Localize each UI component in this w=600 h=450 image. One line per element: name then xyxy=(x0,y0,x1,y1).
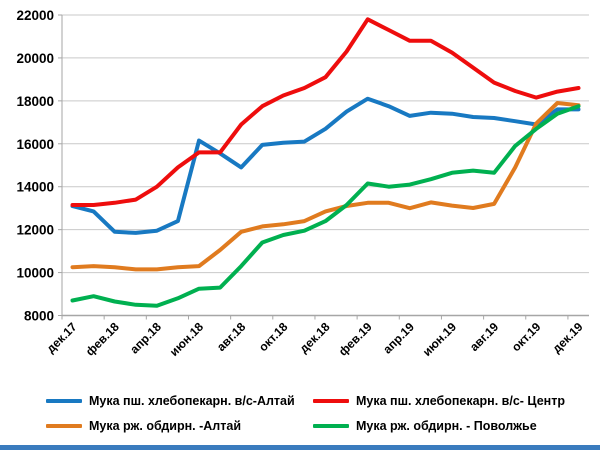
legend-line-swatch xyxy=(46,424,82,428)
x-axis-label: июн.18 xyxy=(167,319,207,359)
bottom-border xyxy=(0,445,600,450)
y-axis-label: 16000 xyxy=(16,137,54,152)
y-axis-label: 20000 xyxy=(16,51,54,66)
x-axis-label: авг.19 xyxy=(467,319,502,354)
x-axis-label: июн.19 xyxy=(420,319,460,359)
legend-line-swatch xyxy=(313,424,349,428)
legend-label: Мука рж. обдирн. -Алтай xyxy=(89,419,242,433)
series-line xyxy=(70,101,581,272)
legend-line-swatch xyxy=(313,399,349,403)
series-line xyxy=(70,17,581,207)
legend-label: Мука рж. обдирн. - Поволжье xyxy=(356,419,537,433)
x-axis-label: дек.17 xyxy=(44,319,80,355)
legend-item: Мука рж. обдирн. -Алтай xyxy=(46,415,241,437)
x-axis-label: окт.18 xyxy=(256,319,291,354)
x-axis-label: апр.19 xyxy=(380,319,417,356)
y-axis-label: 12000 xyxy=(16,223,54,238)
x-axis-label: дек.19 xyxy=(550,319,586,355)
legend-label: Мука пш. хлебопекарн. в/с-Алтай xyxy=(89,394,295,408)
legend-item: Мука рж. обдирн. - Поволжье xyxy=(313,415,537,437)
y-axis-label: 8000 xyxy=(24,309,54,324)
legend-label: Мука пш. хлебопекарн. в/с- Центр xyxy=(356,394,565,408)
series-line xyxy=(70,96,581,235)
x-axis-label: окт.19 xyxy=(509,319,544,354)
chart-legend: Мука пш. хлебопекарн. в/с-Алтай Мука пш. … xyxy=(0,388,600,440)
y-axis-label: 14000 xyxy=(16,180,54,195)
line-chart-plot: 8000 10000 12000 14000 16000 18000 20000 22000 д… xyxy=(16,8,589,359)
x-axis-label: дек.18 xyxy=(297,319,333,355)
x-axis-label: авг.18 xyxy=(214,319,249,354)
y-axis-label: 18000 xyxy=(16,94,54,109)
legend-item: Мука пш. хлебопекарн. в/с-Алтай xyxy=(46,390,295,412)
legend-line-swatch xyxy=(46,399,82,403)
x-axis-label: фев.18 xyxy=(83,319,122,358)
legend-item: Мука пш. хлебопекарн. в/с- Центр xyxy=(313,390,565,412)
y-axis-label: 10000 xyxy=(16,266,54,281)
y-axis-label: 22000 xyxy=(16,8,54,23)
x-axis-label: фев.19 xyxy=(336,319,375,358)
x-axis-label: апр.18 xyxy=(127,319,164,356)
series-line xyxy=(70,104,581,308)
